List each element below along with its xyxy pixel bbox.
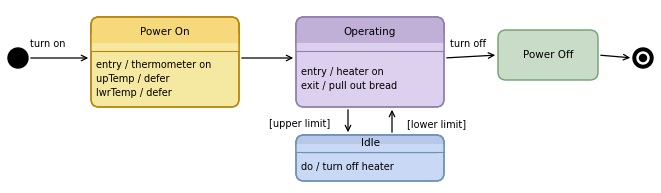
Circle shape (637, 52, 649, 64)
Circle shape (8, 48, 28, 68)
Text: Operating: Operating (344, 27, 396, 37)
FancyBboxPatch shape (498, 30, 598, 80)
Circle shape (633, 48, 653, 68)
Bar (91, 34, 239, 51)
Text: Power On: Power On (140, 27, 190, 37)
Bar (91, 43, 239, 52)
FancyBboxPatch shape (296, 17, 444, 51)
FancyBboxPatch shape (296, 135, 444, 181)
Text: entry / thermometer on
upTemp / defer
lwrTemp / defer: entry / thermometer on upTemp / defer lw… (96, 60, 212, 98)
Bar (296, 145, 444, 153)
Bar (296, 144, 444, 152)
FancyBboxPatch shape (91, 17, 239, 107)
Text: turn off: turn off (450, 39, 486, 49)
FancyBboxPatch shape (296, 135, 444, 152)
FancyBboxPatch shape (296, 17, 444, 107)
Text: do / turn off heater: do / turn off heater (301, 162, 394, 172)
Bar (296, 34, 444, 51)
Text: entry / heater on
exit / pull out bread: entry / heater on exit / pull out bread (301, 67, 397, 91)
Bar (296, 43, 444, 52)
Text: Idle: Idle (360, 138, 379, 148)
Text: turn on: turn on (30, 39, 65, 49)
Text: Power Off: Power Off (523, 50, 573, 60)
Text: [upper limit]: [upper limit] (270, 119, 330, 129)
Text: [lower limit]: [lower limit] (407, 119, 467, 129)
Circle shape (639, 54, 646, 62)
FancyBboxPatch shape (91, 17, 239, 51)
